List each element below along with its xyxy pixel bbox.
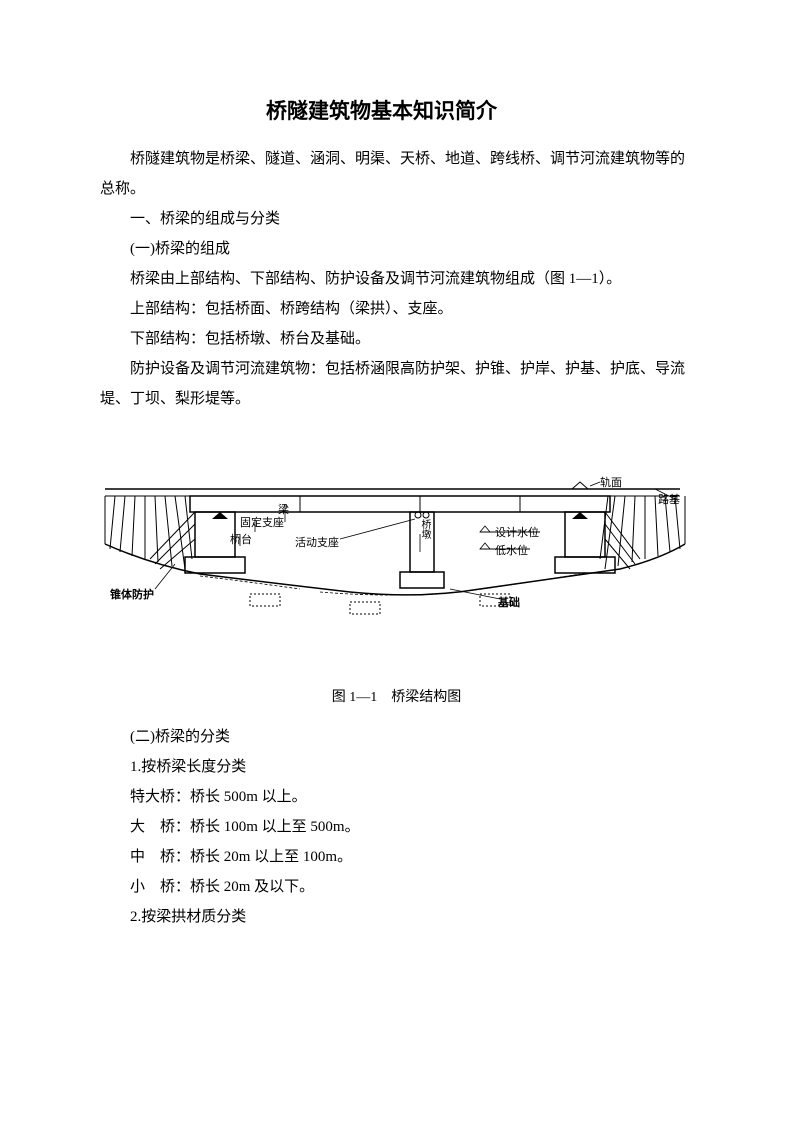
section2-item2-heading: 2.按梁拱材质分类 — [100, 902, 693, 932]
section1-heading: 一、桥梁的组成与分类 — [100, 204, 693, 234]
section1-sub1-p1: 桥梁由上部结构、下部结构、防护设备及调节河流建筑物组成（图 1—1）。 — [100, 264, 693, 294]
label-low-level: 低水位 — [495, 540, 528, 562]
label-roadbed: 路基 — [658, 489, 680, 511]
diagram-caption: 图 1—1 桥梁结构图 — [100, 684, 693, 712]
section2-item1-d: 小 桥：桥长 20m 及以下。 — [100, 872, 693, 902]
section2-item1-a: 特大桥：桥长 500m 以上。 — [100, 782, 693, 812]
page-title: 桥隧建筑物基本知识简介 — [70, 90, 693, 132]
section1-sub1-p3: 下部结构：包括桥墩、桥台及基础。 — [100, 324, 693, 354]
label-track: 轨面 — [600, 472, 622, 494]
section1-sub1-p2: 上部结构：包括桥面、桥跨结构（梁拱）、支座。 — [100, 294, 693, 324]
section2-item1-heading: 1.按桥梁长度分类 — [100, 752, 693, 782]
section2-item1-b: 大 桥：桥长 100m 以上至 500m。 — [100, 812, 693, 842]
section2-heading: (二)桥梁的分类 — [100, 722, 693, 752]
label-cone-protection: 锥体防护 — [110, 584, 154, 606]
bridge-diagram: 轨面 路基 梁 固定支座 桥台 活动支座 桥墩 设计水位 低水位 基础 锥体防护 — [100, 444, 693, 644]
label-abutment: 桥台 — [230, 529, 252, 551]
label-foundation: 基础 — [498, 592, 520, 614]
section1-sub1-p4: 防护设备及调节河流建筑物：包括桥涵限高防护架、护锥、护岸、护基、护底、导流堤、丁… — [100, 354, 693, 414]
section1-sub1-heading: (一)桥梁的组成 — [100, 234, 693, 264]
intro-paragraph: 桥隧建筑物是桥梁、隧道、涵洞、明渠、天桥、地道、跨线桥、调节河流建筑物等的总称。 — [100, 144, 693, 204]
label-movable-support: 活动支座 — [295, 532, 339, 554]
label-pier: 桥墩 — [414, 519, 434, 539]
section2-item1-c: 中 桥：桥长 20m 以上至 100m。 — [100, 842, 693, 872]
